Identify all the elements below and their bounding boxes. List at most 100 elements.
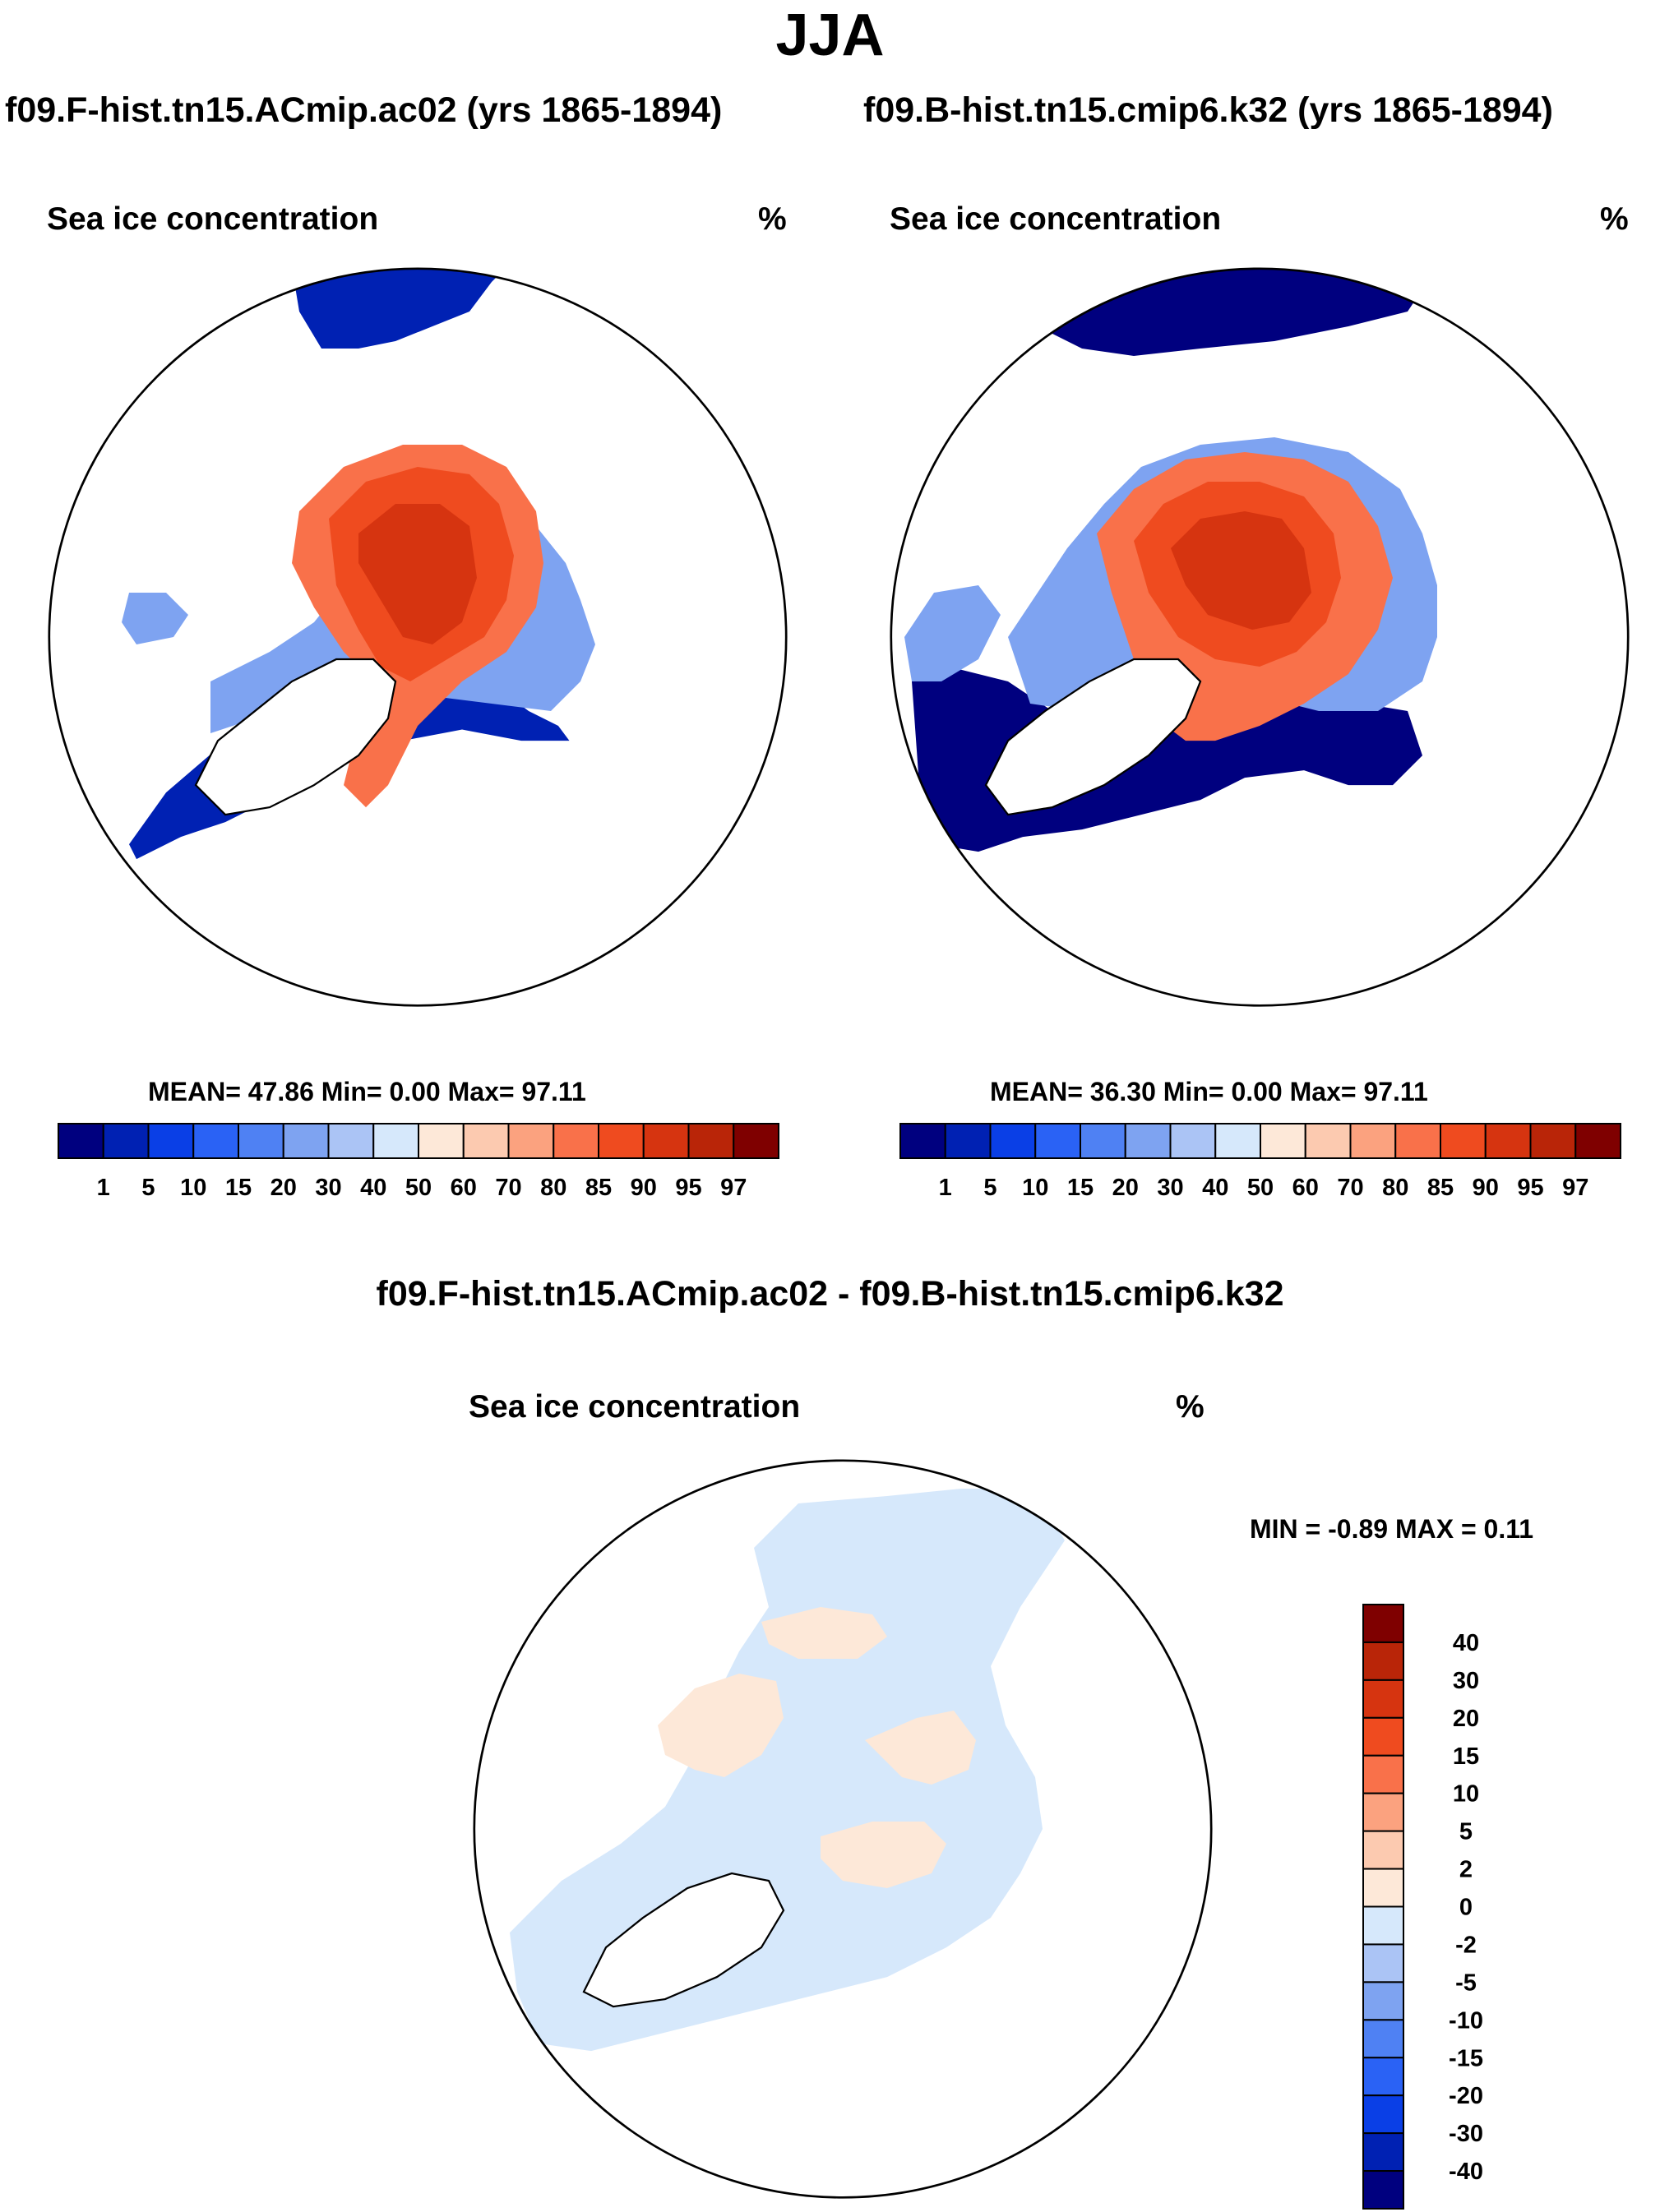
panel3-colorbar-swatch (1362, 1830, 1404, 1870)
panel1-colorbar-swatch (192, 1123, 239, 1159)
panel3-colorbar-tick-label: -5 (1455, 1970, 1477, 1996)
panel2-colorbar-tick-label: 15 (1067, 1175, 1094, 1201)
panel2-polar-map (890, 267, 1630, 1007)
panel2-colorbar-tick-label: 1 (939, 1175, 952, 1201)
panel1-colorbar-swatch (462, 1123, 510, 1159)
panel3-colorbar-tick-label: 2 (1459, 1857, 1473, 1883)
panel1-variable-label: Sea ice concentration (47, 201, 379, 237)
panel2-greenland-land (984, 658, 1202, 816)
panel2-colorbar-swatch (1484, 1123, 1532, 1159)
panel2-colorbar-tick-label: 85 (1427, 1175, 1454, 1201)
panel2-colorbar-swatch (1394, 1123, 1441, 1159)
panel2-colorbar-tick-label: 5 (983, 1175, 996, 1201)
panel3-positive-diff-bottom (821, 1822, 946, 1889)
panel2-baffin-ice (904, 585, 1001, 682)
main-title: JJA (775, 2, 885, 68)
panel2-colorbar-tick-label: 90 (1473, 1175, 1499, 1201)
panel1-greenland-land (194, 658, 397, 816)
panel3-colorbar-swatch (1362, 1905, 1404, 1946)
panel2-colorbar-tick-label: 50 (1247, 1175, 1274, 1201)
panel1-polar-map (48, 267, 788, 1007)
panel3-colorbar-swatch (1362, 2170, 1404, 2210)
panel3-colorbar-swatch (1362, 1868, 1404, 1908)
panel1-colorbar-swatch (238, 1123, 284, 1159)
panel1-units-label: % (758, 201, 787, 237)
panel3-colorbar-swatch (1362, 1604, 1404, 1643)
panel3-minmax: MIN = -0.89 MAX = 0.11 (1250, 1514, 1534, 1544)
panel1-colorbar-tick-label: 95 (675, 1175, 701, 1201)
panel1-colorbar-swatch (147, 1123, 195, 1159)
panel2-colorbar-swatch (1529, 1123, 1577, 1159)
panel3-units-label: % (1176, 1389, 1205, 1425)
panel2-stats: MEAN= 36.30 Min= 0.00 Max= 97.11 (990, 1077, 1428, 1106)
panel2-colorbar-swatch (899, 1123, 946, 1159)
panel3-colorbar-swatch (1362, 2132, 1404, 2173)
panel1-colorbar-swatch (687, 1123, 735, 1159)
panel3-case-title: f09.F-hist.tn15.ACmip.ac02 - f09.B-hist.… (376, 1274, 1284, 1314)
panel2-colorbar-tick-label: 70 (1337, 1175, 1363, 1201)
panel2-colorbar-tick-label: 97 (1562, 1175, 1588, 1201)
panel1-colorbar-tick-label: 85 (585, 1175, 612, 1201)
panel1-colorbar-tick-label: 10 (180, 1175, 206, 1201)
panel2-colorbar-swatch (1440, 1123, 1487, 1159)
panel3-colorbar-swatch (1362, 2094, 1404, 2135)
panel3-colorbar-tick-label: 20 (1453, 1706, 1479, 1732)
panel1-colorbar-swatch (418, 1123, 465, 1159)
panel3-colorbar-tick-label: 0 (1459, 1895, 1473, 1921)
panel2-colorbar-tick-label: 30 (1157, 1175, 1183, 1201)
panel2-colorbar-tick-label: 95 (1517, 1175, 1543, 1201)
panel3-colorbar-tick-label: 10 (1453, 1781, 1479, 1808)
panel1-colorbar-tick-label: 40 (360, 1175, 386, 1201)
panel3-colorbar-swatch (1362, 2057, 1404, 2097)
panel3-colorbar-swatch (1362, 1754, 1404, 1794)
panel3-colorbar-swatch (1362, 1641, 1404, 1681)
panel3-colorbar-tick-label: -10 (1449, 2007, 1483, 2034)
panel2-colorbar-tick-label: 40 (1202, 1175, 1228, 1201)
panel3-colorbar-tick-label: 5 (1459, 1819, 1473, 1845)
panel3-colorbar-swatch (1362, 1792, 1404, 1832)
panel2-map-border (890, 267, 1630, 1007)
panel1-colorbar-tick-label: 97 (720, 1175, 747, 1201)
panel2-colorbar-swatch (1214, 1123, 1261, 1159)
panel2-colorbar-tick-label: 20 (1112, 1175, 1139, 1201)
panel1-colorbar-swatch (642, 1123, 690, 1159)
panel3-colorbar-tick-label: -40 (1449, 2159, 1483, 2185)
panel3-colorbar-swatch (1362, 1943, 1404, 1983)
panel3-map-border (473, 1459, 1213, 2199)
panel3-colorbar-swatch (1362, 1716, 1404, 1757)
panel1-central-ice-core (358, 504, 477, 645)
panel1-colorbar-tick-label: 70 (495, 1175, 521, 1201)
panel3-greenland-land (582, 1872, 785, 2008)
panel2-colorbar-swatch (944, 1123, 992, 1159)
panel3-colorbar-tick-label: 30 (1453, 1668, 1479, 1694)
panel2-colorbar-swatch (1124, 1123, 1172, 1159)
panel1-colorbar: 1 5 10 15 20 30 40 50 60 70 80 85 90 95 97 (58, 1123, 779, 1201)
panel3-negative-diff-region (510, 1489, 1065, 2052)
panel2-central-ice-core (1171, 511, 1311, 630)
panel2-colorbar-swatch (1349, 1123, 1397, 1159)
panel2-units-label: % (1600, 201, 1629, 237)
panel3-colorbar-tick-label: 40 (1453, 1630, 1479, 1656)
panel3-positive-diff-top (761, 1607, 887, 1660)
panel1-colorbar-swatch (553, 1123, 599, 1159)
panel3-colorbar-swatch (1362, 2019, 1404, 2059)
panel3-polar-map (473, 1459, 1213, 2199)
panel1-colorbar-tick-label: 80 (540, 1175, 566, 1201)
panel2-colorbar-tick-label: 10 (1022, 1175, 1048, 1201)
panel1-colorbar-tick-label: 30 (315, 1175, 341, 1201)
panel1-pacific-ice-band (292, 268, 506, 349)
panel1-colorbar-swatch (102, 1123, 150, 1159)
panel2-colorbar-swatch (989, 1123, 1037, 1159)
panel1-colorbar-swatch (598, 1123, 645, 1159)
panel3-colorbar-tick-label: 15 (1453, 1743, 1479, 1770)
panel1-colorbar-tick-label: 15 (225, 1175, 252, 1201)
panel2-variable-label: Sea ice concentration (890, 201, 1222, 237)
panel3-colorbar-tick-label: -30 (1449, 2121, 1483, 2147)
panel1-colorbar-swatch (733, 1123, 779, 1159)
panel1-colorbar-tick-label: 60 (451, 1175, 477, 1201)
panel1-case-title: f09.F-hist.tn15.ACmip.ac02 (yrs 1865-189… (5, 90, 723, 130)
panel2-case-title: f09.B-hist.tn15.cmip6.k32 (yrs 1865-1894… (863, 90, 1553, 130)
panel2-colorbar-swatch (1080, 1123, 1126, 1159)
panel1-colorbar-tick-label: 5 (141, 1175, 155, 1201)
